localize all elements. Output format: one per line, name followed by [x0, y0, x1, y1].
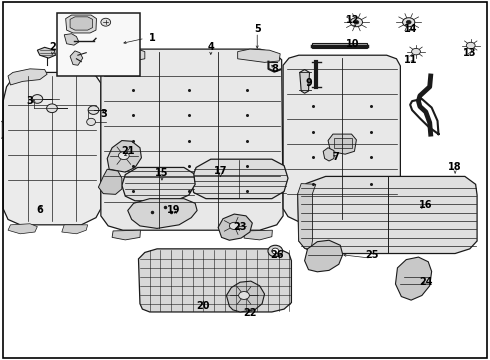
Ellipse shape — [47, 104, 57, 113]
Polygon shape — [70, 17, 93, 30]
Text: 5: 5 — [254, 24, 261, 35]
Ellipse shape — [403, 18, 415, 27]
Ellipse shape — [350, 18, 363, 27]
Polygon shape — [334, 138, 351, 148]
Ellipse shape — [268, 245, 283, 257]
Ellipse shape — [412, 48, 420, 55]
Ellipse shape — [406, 21, 411, 24]
Polygon shape — [305, 240, 343, 272]
Text: 26: 26 — [270, 250, 284, 260]
Polygon shape — [191, 159, 288, 199]
Polygon shape — [101, 49, 283, 230]
Polygon shape — [8, 224, 37, 234]
Polygon shape — [226, 281, 265, 312]
Ellipse shape — [101, 18, 111, 26]
Text: 3: 3 — [100, 109, 107, 119]
Ellipse shape — [272, 248, 279, 254]
Ellipse shape — [229, 222, 239, 229]
Polygon shape — [98, 169, 122, 194]
Polygon shape — [112, 230, 141, 240]
Text: 24: 24 — [419, 277, 433, 287]
Polygon shape — [139, 249, 292, 312]
Polygon shape — [106, 49, 145, 61]
Ellipse shape — [32, 95, 43, 103]
Text: 4: 4 — [207, 42, 214, 52]
Polygon shape — [298, 176, 477, 253]
Text: 15: 15 — [155, 168, 169, 178]
Polygon shape — [244, 230, 272, 240]
Polygon shape — [62, 225, 88, 234]
Text: 25: 25 — [365, 250, 379, 260]
Text: 2: 2 — [49, 42, 56, 52]
Polygon shape — [323, 148, 334, 161]
Text: 16: 16 — [419, 200, 433, 210]
Polygon shape — [107, 140, 142, 172]
Ellipse shape — [119, 152, 129, 159]
Ellipse shape — [88, 106, 99, 114]
Ellipse shape — [239, 292, 249, 300]
Polygon shape — [313, 43, 367, 48]
Text: 7: 7 — [332, 152, 339, 162]
Polygon shape — [298, 184, 316, 250]
Text: 22: 22 — [243, 308, 257, 318]
Polygon shape — [300, 69, 310, 93]
Text: 21: 21 — [121, 146, 134, 156]
Text: 13: 13 — [463, 48, 476, 58]
Ellipse shape — [466, 42, 475, 49]
Text: 3: 3 — [26, 96, 33, 106]
Bar — [57, 13, 140, 76]
Text: 23: 23 — [233, 222, 247, 231]
Text: 6: 6 — [36, 206, 43, 216]
Ellipse shape — [87, 118, 96, 126]
Polygon shape — [70, 51, 83, 65]
Polygon shape — [122, 167, 195, 201]
Text: 8: 8 — [271, 64, 278, 74]
Ellipse shape — [354, 21, 359, 24]
Polygon shape — [395, 257, 432, 300]
Polygon shape — [3, 72, 101, 225]
Text: 9: 9 — [305, 78, 312, 88]
Text: 10: 10 — [346, 39, 359, 49]
Polygon shape — [8, 69, 47, 85]
Polygon shape — [0, 119, 3, 140]
Text: 11: 11 — [404, 55, 418, 65]
Text: 14: 14 — [404, 24, 418, 35]
Polygon shape — [66, 15, 97, 33]
Text: 19: 19 — [168, 206, 181, 216]
Polygon shape — [37, 47, 55, 58]
Polygon shape — [238, 49, 280, 62]
Text: 20: 20 — [196, 301, 210, 311]
Text: 17: 17 — [214, 166, 227, 176]
Polygon shape — [64, 34, 79, 45]
Text: 18: 18 — [448, 162, 462, 172]
Text: 12: 12 — [346, 15, 359, 26]
Polygon shape — [128, 199, 197, 228]
Polygon shape — [218, 214, 252, 240]
Text: 1: 1 — [149, 33, 155, 43]
Polygon shape — [283, 55, 400, 221]
Polygon shape — [328, 134, 356, 154]
